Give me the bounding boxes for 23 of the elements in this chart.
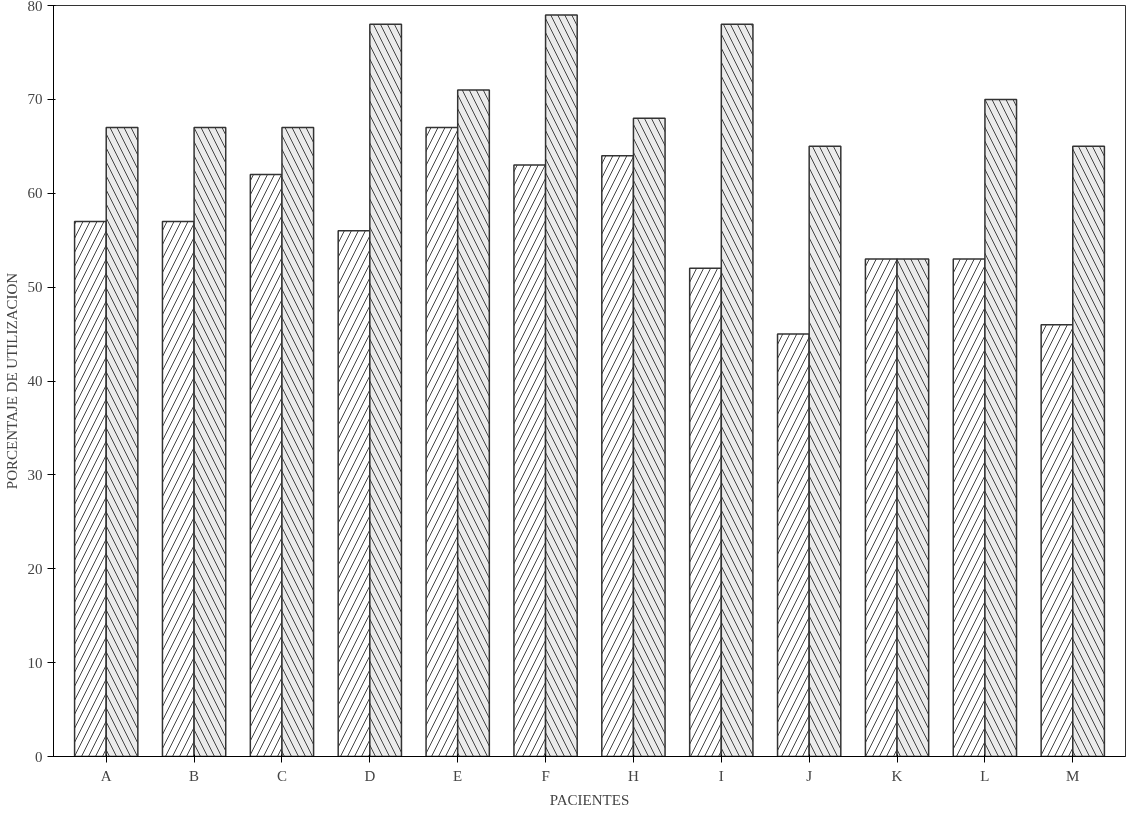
x-tick-label: J (806, 767, 813, 784)
y-tick-label: 30 (27, 466, 43, 483)
x-tick-label: M (1066, 767, 1080, 784)
y-tick-label: 70 (27, 91, 43, 108)
y-axis-title: PORCENTAJE DE UTILIZACION (3, 272, 20, 490)
x-tick-label: B (189, 767, 200, 784)
y-tick-label: 50 (27, 279, 43, 296)
x-tick-label: F (541, 767, 550, 784)
y-tick-label: 80 (27, 0, 43, 14)
y-tick-label: 10 (27, 654, 43, 671)
x-tick-label: L (980, 767, 990, 784)
y-tick-label: 20 (27, 560, 43, 577)
x-axis-title: PACIENTES (549, 791, 630, 808)
x-tick-label: H (628, 767, 640, 784)
x-tick-label: I (718, 767, 724, 784)
x-tick-label: D (364, 767, 376, 784)
x-tick-label: C (276, 767, 287, 784)
y-tick-label: 40 (27, 373, 43, 389)
x-tick-label: K (891, 767, 903, 784)
y-tick-label: 60 (27, 185, 43, 202)
y-tick-label: 0 (35, 748, 43, 765)
x-tick-label: E (453, 767, 463, 784)
x-tick-label: A (100, 767, 112, 784)
